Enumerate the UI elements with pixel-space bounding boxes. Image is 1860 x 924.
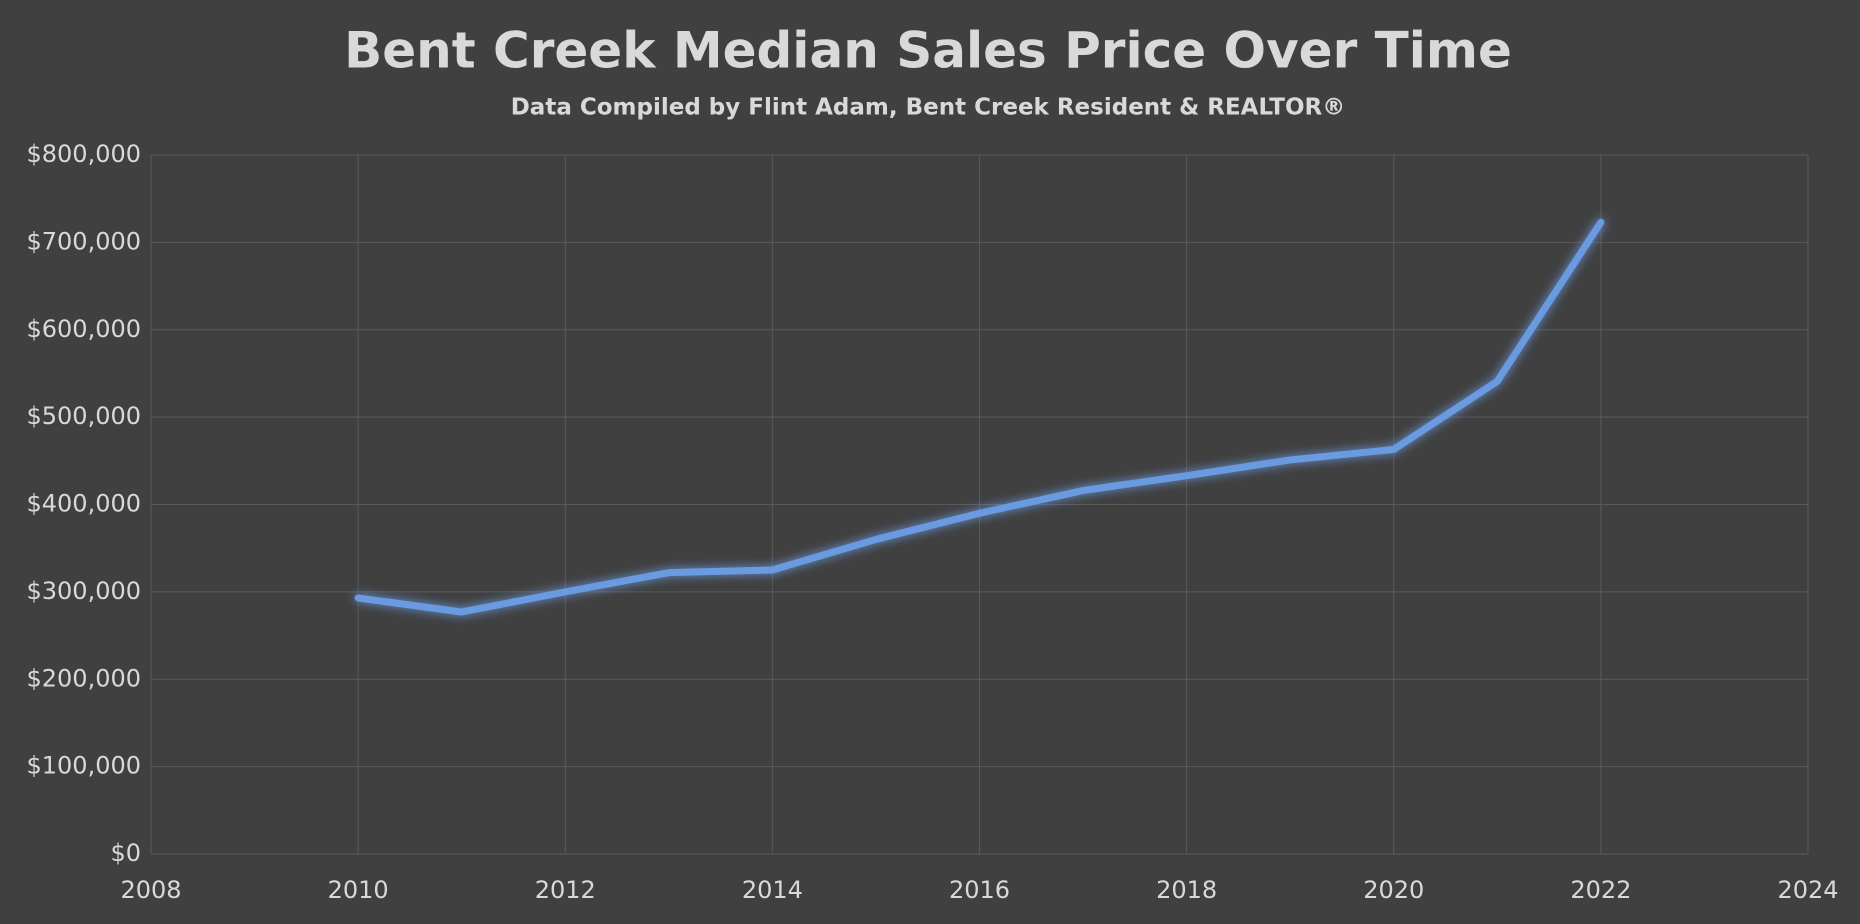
y-tick-label: $200,000 bbox=[26, 664, 141, 692]
y-tick-label: $800,000 bbox=[26, 140, 141, 168]
x-tick-label: 2018 bbox=[1156, 876, 1217, 904]
chart-title: Bent Creek Median Sales Price Over Time bbox=[344, 22, 1512, 80]
x-tick-label: 2012 bbox=[535, 876, 596, 904]
y-tick-label: $500,000 bbox=[26, 402, 141, 430]
x-tick-label: 2010 bbox=[328, 876, 389, 904]
y-tick-label: $400,000 bbox=[26, 490, 141, 518]
x-tick-label: 2020 bbox=[1363, 876, 1424, 904]
data-line bbox=[354, 218, 1605, 616]
x-tick-label: 2014 bbox=[742, 876, 803, 904]
x-tick-label: 2022 bbox=[1570, 876, 1631, 904]
y-tick-label: $700,000 bbox=[26, 227, 141, 255]
x-tick-label: 2016 bbox=[949, 876, 1010, 904]
chart-subtitle: Data Compiled by Flint Adam, Bent Creek … bbox=[511, 95, 1346, 121]
x-tick-label: 2008 bbox=[120, 876, 181, 904]
y-tick-label: $0 bbox=[110, 839, 141, 867]
y-tick-label: $600,000 bbox=[26, 315, 141, 343]
y-tick-label: $100,000 bbox=[26, 752, 141, 780]
x-tick-label: 2024 bbox=[1777, 876, 1838, 904]
y-tick-label: $300,000 bbox=[26, 577, 141, 605]
